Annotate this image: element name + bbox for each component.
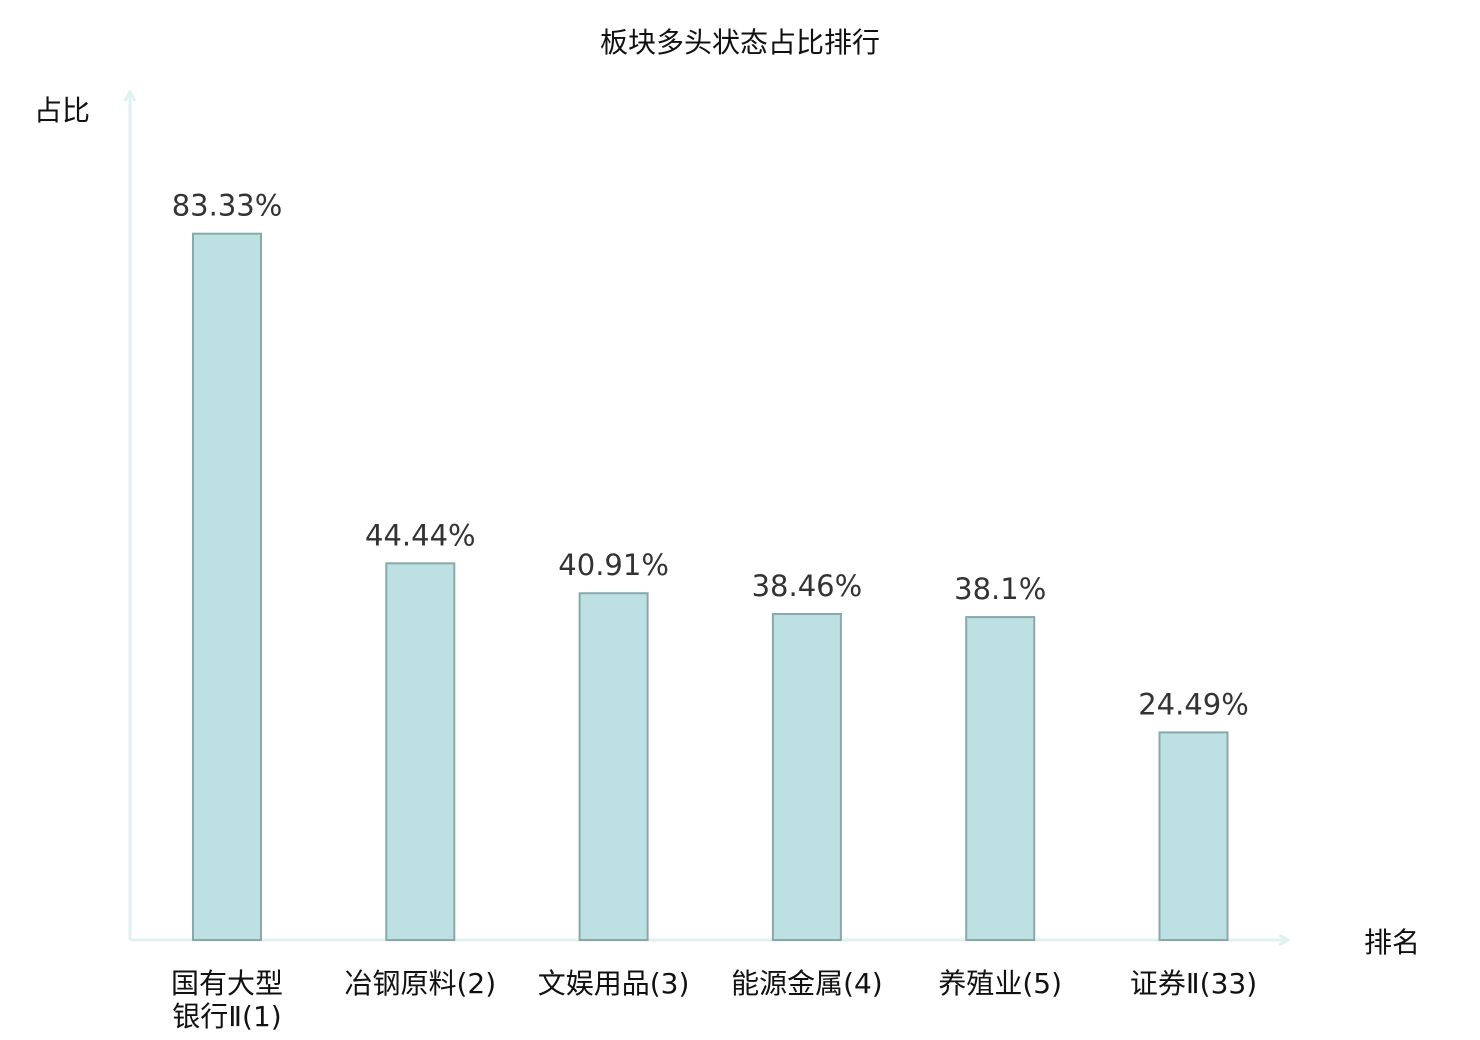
bar: [965, 616, 1036, 941]
bar: [192, 232, 262, 941]
bar: [1158, 731, 1229, 941]
bar: [771, 613, 842, 942]
value-label: 38.1%: [954, 572, 1046, 606]
category-label: 养殖业(5): [938, 967, 1062, 1000]
value-label: 44.44%: [365, 518, 476, 552]
bar: [578, 592, 649, 941]
value-label: 40.91%: [558, 548, 669, 582]
category-label: 国有大型: [171, 967, 283, 1000]
category-label: 证券Ⅱ(33): [1130, 967, 1257, 1000]
category-label-line2: 银行Ⅱ(1): [172, 1000, 281, 1033]
bar: [385, 562, 456, 941]
value-label: 38.46%: [752, 569, 863, 603]
category-label: 能源金属(4): [731, 967, 883, 1000]
category-label: 冶钢原料(2): [344, 967, 496, 1000]
y-axis-label: 占比: [34, 94, 90, 127]
chart-title: 板块多头状态占比排行: [600, 26, 880, 59]
category-label: 文娱用品(3): [538, 967, 690, 1000]
value-label: 83.33%: [172, 189, 283, 223]
value-label: 24.49%: [1138, 687, 1249, 721]
x-axis-label: 排名: [1364, 926, 1420, 959]
